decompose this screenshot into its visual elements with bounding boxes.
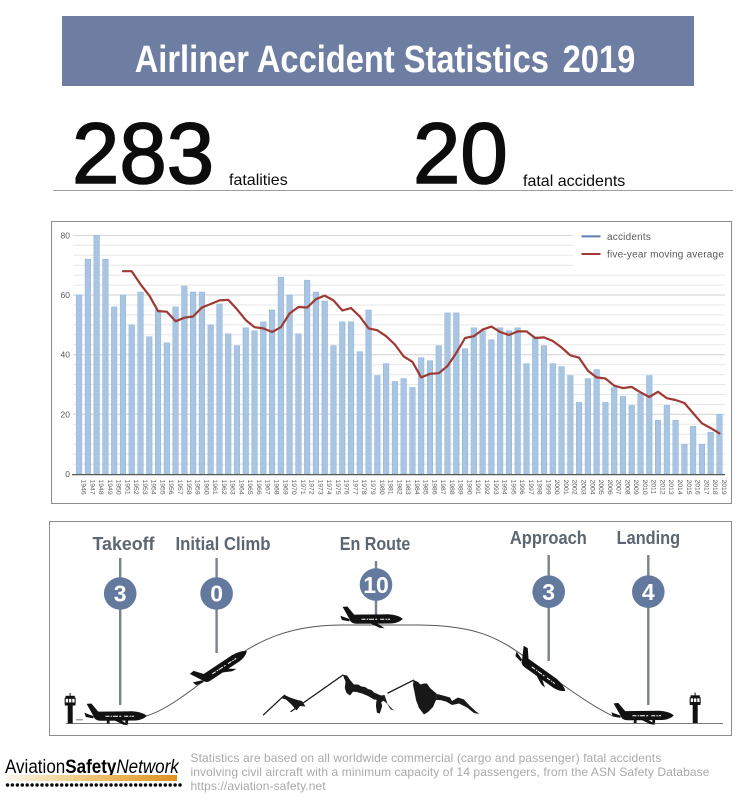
svg-text:1970: 1970 (290, 480, 297, 495)
svg-text:1997: 1997 (527, 480, 534, 495)
svg-text:accidents: accidents (607, 232, 651, 243)
svg-text:1964: 1964 (237, 480, 244, 495)
svg-text:1973: 1973 (316, 480, 323, 495)
svg-text:1959: 1959 (194, 480, 201, 495)
svg-text:1953: 1953 (141, 480, 148, 495)
svg-text:1981: 1981 (387, 480, 394, 495)
svg-text:1967: 1967 (264, 480, 271, 495)
svg-text:1979: 1979 (369, 480, 376, 495)
svg-text:1998: 1998 (536, 480, 543, 495)
svg-text:1984: 1984 (413, 480, 420, 495)
svg-text:1960: 1960 (202, 480, 209, 495)
svg-text:1968: 1968 (272, 480, 279, 495)
svg-text:Approach: Approach (510, 528, 587, 548)
svg-text:1950: 1950 (115, 480, 122, 495)
svg-text:2011: 2011 (650, 480, 657, 495)
svg-text:1958: 1958 (185, 480, 192, 495)
svg-text:1991: 1991 (474, 480, 481, 495)
svg-text:1946: 1946 (80, 480, 87, 495)
svg-text:1966: 1966 (255, 480, 262, 495)
svg-text:1954: 1954 (150, 480, 157, 495)
svg-text:1955: 1955 (158, 480, 165, 495)
svg-text:2005: 2005 (597, 480, 604, 495)
svg-text:1965: 1965 (246, 480, 253, 495)
svg-text:1982: 1982 (395, 480, 402, 495)
svg-text:1985: 1985 (422, 480, 429, 495)
svg-text:60: 60 (61, 290, 71, 300)
svg-text:2012: 2012 (658, 480, 665, 495)
svg-text:1975: 1975 (334, 480, 341, 495)
svg-text:Initial Climb: Initial Climb (176, 534, 271, 554)
svg-text:2008: 2008 (623, 480, 630, 495)
svg-text:1971: 1971 (299, 480, 306, 495)
svg-text:1957: 1957 (176, 480, 183, 495)
svg-text:3: 3 (542, 579, 555, 605)
svg-text:2018: 2018 (711, 480, 718, 495)
svg-text:2010: 2010 (641, 480, 648, 495)
svg-text:2003: 2003 (580, 480, 587, 495)
svg-text:1969: 1969 (281, 480, 288, 495)
svg-text:40: 40 (61, 350, 71, 360)
svg-text:2001: 2001 (562, 480, 569, 495)
svg-text:2007: 2007 (615, 480, 622, 495)
svg-text:En Route: En Route (340, 534, 411, 554)
svg-text:80: 80 (61, 230, 71, 240)
svg-text:2017: 2017 (702, 480, 709, 495)
svg-text:3: 3 (114, 581, 127, 607)
svg-text:2009: 2009 (632, 480, 639, 495)
svg-text:1947: 1947 (88, 480, 95, 495)
svg-text:1948: 1948 (97, 480, 104, 495)
svg-text:1978: 1978 (360, 480, 367, 495)
svg-text:1974: 1974 (325, 480, 332, 495)
svg-text:1983: 1983 (404, 480, 411, 495)
svg-text:1996: 1996 (518, 480, 525, 495)
svg-text:five-year moving average: five-year moving average (607, 249, 724, 260)
svg-text:1951: 1951 (123, 480, 130, 495)
svg-text:1992: 1992 (483, 480, 490, 495)
svg-text:Landing: Landing (617, 528, 681, 548)
svg-text:1962: 1962 (220, 480, 227, 495)
svg-text:1963: 1963 (229, 480, 236, 495)
svg-text:20: 20 (61, 409, 71, 419)
svg-text:1976: 1976 (343, 480, 350, 495)
svg-text:1990: 1990 (465, 480, 472, 495)
svg-text:0: 0 (65, 469, 70, 479)
svg-text:1993: 1993 (492, 480, 499, 495)
svg-text:1999: 1999 (544, 480, 551, 495)
svg-text:1956: 1956 (167, 480, 174, 495)
svg-text:1994: 1994 (501, 480, 508, 495)
svg-text:1988: 1988 (448, 480, 455, 495)
svg-text:2019: 2019 (720, 480, 727, 495)
svg-text:10: 10 (363, 572, 389, 598)
svg-text:2000: 2000 (553, 480, 560, 495)
svg-text:2014: 2014 (676, 480, 683, 495)
svg-text:2016: 2016 (694, 480, 701, 495)
svg-text:1952: 1952 (132, 480, 139, 495)
svg-text:1949: 1949 (106, 480, 113, 495)
svg-text:1989: 1989 (457, 480, 464, 495)
svg-text:1980: 1980 (378, 480, 385, 495)
svg-text:2013: 2013 (667, 480, 674, 495)
svg-text:1987: 1987 (439, 480, 446, 495)
svg-text:0: 0 (210, 581, 223, 607)
svg-text:1986: 1986 (430, 480, 437, 495)
svg-text:2002: 2002 (571, 480, 578, 495)
svg-text:1961: 1961 (211, 480, 218, 495)
svg-text:1995: 1995 (509, 480, 516, 495)
svg-text:2015: 2015 (685, 480, 692, 495)
svg-text:2006: 2006 (606, 480, 613, 495)
svg-text:Takeoff: Takeoff (93, 534, 156, 554)
svg-text:2004: 2004 (588, 480, 595, 495)
svg-text:1972: 1972 (308, 480, 315, 495)
svg-text:1977: 1977 (351, 480, 358, 495)
svg-text:4: 4 (642, 579, 655, 605)
